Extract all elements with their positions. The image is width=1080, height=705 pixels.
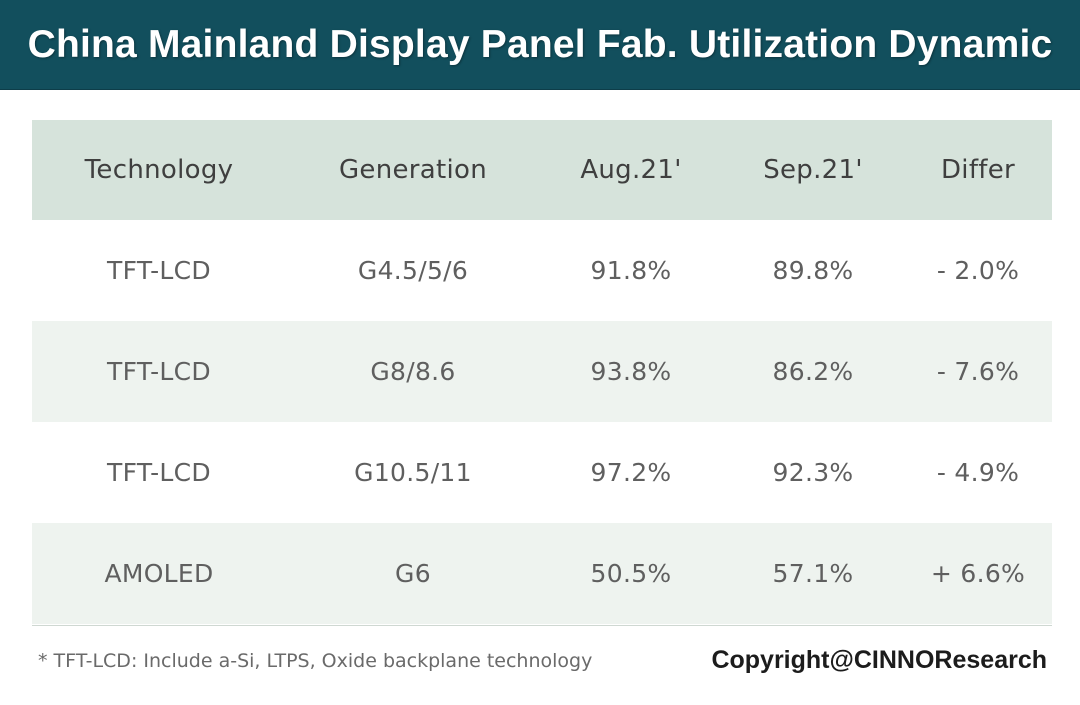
cell-sep: 57.1% [772, 559, 854, 588]
cell-sep: 86.2% [772, 357, 854, 386]
cell-sep: 89.8% [772, 256, 854, 285]
divider [32, 625, 1052, 626]
cell-technology: TFT-LCD [107, 357, 211, 386]
cell-generation: G4.5/5/6 [357, 256, 469, 285]
table-row: TFT-LCD G8/8.6 93.8% 86.2% - 7.6% [32, 321, 1052, 422]
header-generation: Generation [338, 155, 488, 185]
title-bar: China Mainland Display Panel Fab. Utiliz… [0, 0, 1080, 90]
cell-differ: - 2.0% [936, 256, 1020, 285]
footnote: * TFT-LCD: Include a-Si, LTPS, Oxide bac… [38, 650, 593, 672]
header-technology: Technology [84, 155, 234, 185]
cell-generation: G8/8.6 [370, 357, 456, 386]
cell-generation: G6 [395, 559, 431, 588]
cell-technology: TFT-LCD [107, 458, 211, 487]
table-row: TFT-LCD G10.5/11 97.2% 92.3% - 4.9% [32, 422, 1052, 523]
header-differ: Differ [940, 155, 1016, 185]
header-sep: Sep.21' [763, 155, 863, 185]
copyright: Copyright@CINNOResearch [711, 646, 1047, 674]
cell-differ: - 7.6% [936, 357, 1020, 386]
cell-aug: 50.5% [590, 559, 672, 588]
cell-sep: 92.3% [772, 458, 854, 487]
cell-differ: - 4.9% [936, 458, 1020, 487]
cell-aug: 97.2% [590, 458, 672, 487]
cell-technology: AMOLED [104, 559, 214, 588]
cell-technology: TFT-LCD [107, 256, 211, 285]
cell-aug: 91.8% [590, 256, 672, 285]
cell-differ: + 6.6% [930, 559, 1026, 588]
cell-aug: 93.8% [590, 357, 672, 386]
page-title: China Mainland Display Panel Fab. Utiliz… [27, 22, 1053, 66]
utilization-table: Technology Generation Aug.21' Sep.21' Di… [32, 120, 1052, 624]
table-header-row: Technology Generation Aug.21' Sep.21' Di… [32, 120, 1052, 220]
table-row: TFT-LCD G4.5/5/6 91.8% 89.8% - 2.0% [32, 220, 1052, 321]
header-aug: Aug.21' [580, 155, 682, 185]
table-row: AMOLED G6 50.5% 57.1% + 6.6% [32, 523, 1052, 624]
cell-generation: G10.5/11 [354, 458, 472, 487]
